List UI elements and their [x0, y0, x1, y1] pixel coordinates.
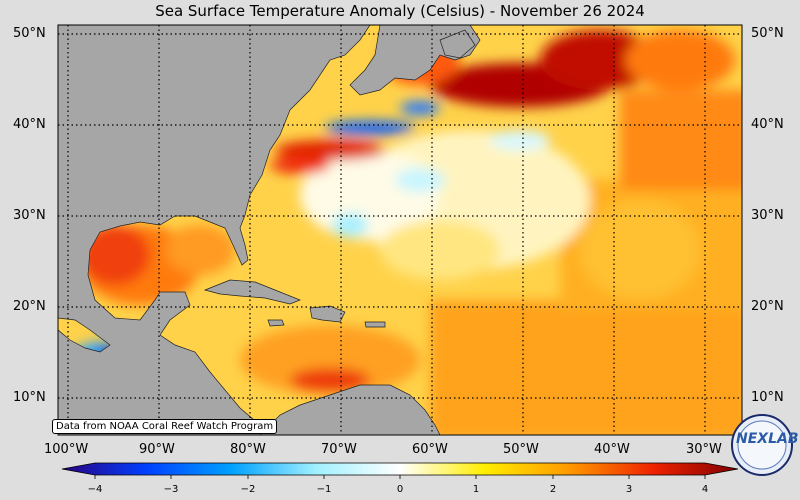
lon-label-60w: 60°W [412, 442, 448, 457]
colorbar [61, 462, 739, 479]
colorbar-tick-label: 4 [701, 484, 709, 495]
colorbar-tick-label: −4 [87, 484, 103, 495]
colorbar-tick-label: −2 [240, 484, 256, 495]
lat-label-20n-left: 20°N [13, 299, 46, 314]
map-border [57, 24, 743, 436]
lat-label-40n-right: 40°N [751, 117, 784, 132]
colorbar-tick-label: 1 [472, 484, 480, 495]
lon-label-90w: 90°W [139, 442, 175, 457]
lon-label-70w: 70°W [321, 442, 357, 457]
lon-label-80w: 80°W [230, 442, 266, 457]
lat-label-30n-right: 30°N [751, 208, 784, 223]
colorbar-tick-label: 2 [549, 484, 557, 495]
logo-text: NEXLAB [736, 431, 799, 447]
lon-label-50w: 50°W [503, 442, 539, 457]
lat-label-20n-right: 20°N [751, 299, 784, 314]
land-masses [58, 25, 481, 435]
map-title: Sea Surface Temperature Anomaly (Celsius… [155, 2, 645, 20]
colorbar-tick-label: 3 [625, 484, 633, 495]
lat-label-10n-left: 10°N [13, 390, 46, 405]
lat-label-10n-right: 10°N [751, 390, 784, 405]
graticule [58, 25, 742, 435]
colorbar-tick-label: −1 [316, 484, 332, 495]
lat-label-40n-left: 40°N [13, 117, 46, 132]
lat-label-50n-right: 50°N [751, 26, 784, 41]
colorbar-tick-label: −3 [163, 484, 179, 495]
lon-label-100w: 100°W [44, 442, 89, 457]
map-frame [58, 25, 742, 435]
colorbar-tick-label: 0 [396, 484, 404, 495]
nexlab-logo [731, 414, 793, 476]
lon-label-30w: 30°W [686, 442, 722, 457]
lon-label-40w: 40°W [594, 442, 630, 457]
lat-label-50n-left: 50°N [13, 26, 46, 41]
data-credit: Data from NOAA Coral Reef Watch Program [52, 419, 278, 434]
lat-label-30n-left: 30°N [13, 208, 46, 223]
